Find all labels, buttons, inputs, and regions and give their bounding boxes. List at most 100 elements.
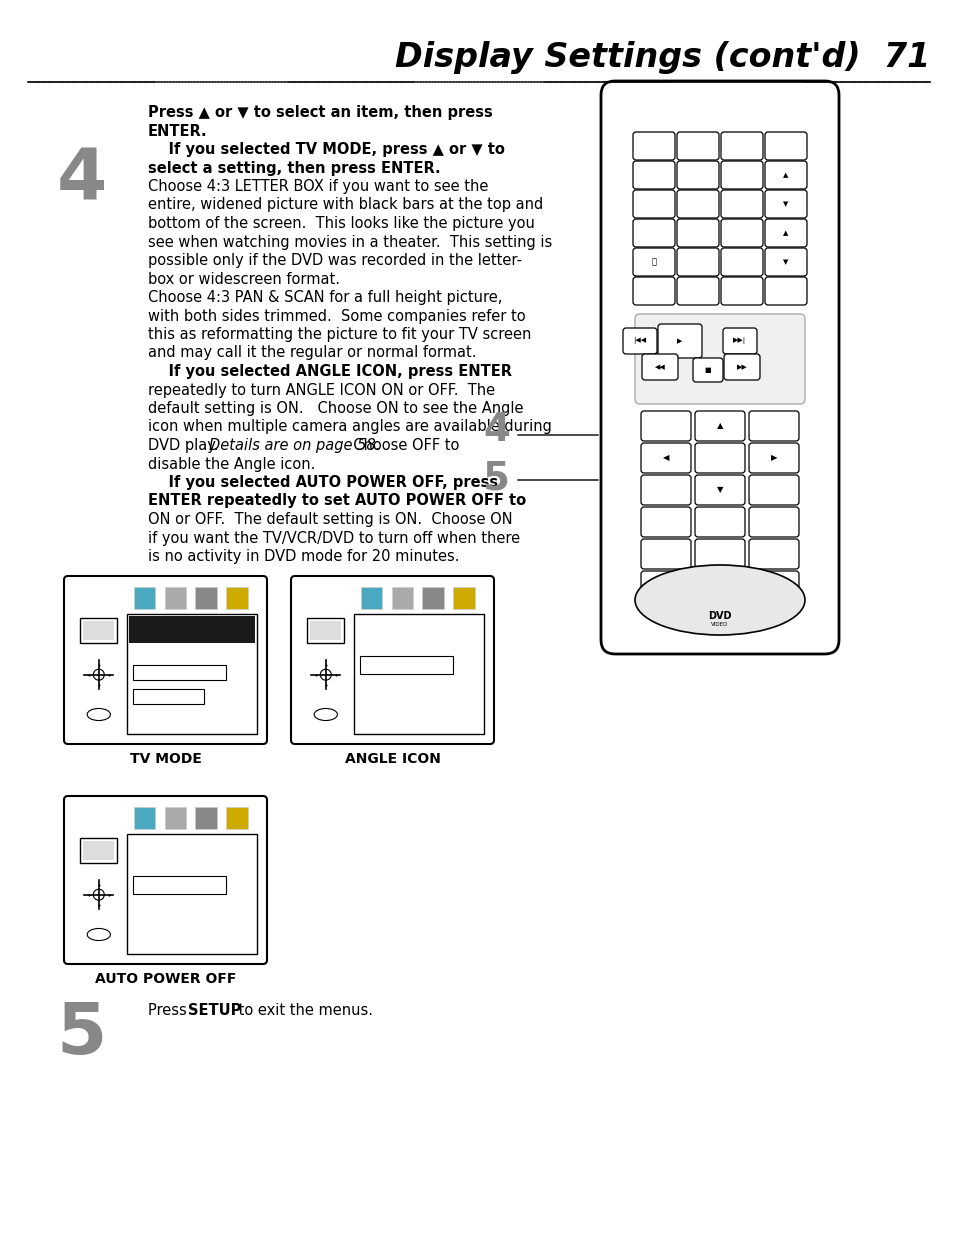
Text: select a setting, then press ENTER.: select a setting, then press ENTER. (148, 161, 440, 175)
Text: ▼: ▼ (716, 485, 722, 494)
Text: repeatedly to turn ANGLE ICON ON or OFF.  The: repeatedly to turn ANGLE ICON ON or OFF.… (148, 383, 495, 398)
FancyBboxPatch shape (764, 161, 806, 189)
FancyBboxPatch shape (695, 443, 744, 473)
FancyBboxPatch shape (633, 190, 675, 219)
FancyBboxPatch shape (720, 161, 762, 189)
FancyBboxPatch shape (633, 219, 675, 247)
Text: If you selected ANGLE ICON, press ENTER: If you selected ANGLE ICON, press ENTER (148, 364, 512, 379)
FancyBboxPatch shape (722, 329, 757, 354)
FancyBboxPatch shape (291, 576, 494, 743)
FancyBboxPatch shape (748, 475, 799, 505)
Bar (127, 835, 256, 953)
Text: ON or OFF.  The default setting is ON.  Choose ON: ON or OFF. The default setting is ON. Ch… (148, 513, 512, 527)
Text: ANGLE ICON: ANGLE ICON (344, 752, 440, 766)
Bar (195, 808, 216, 829)
FancyBboxPatch shape (600, 82, 838, 655)
Bar (80, 839, 117, 862)
Text: DVD: DVD (707, 611, 731, 621)
Text: Press ▲ or ▼ to select an item, then press: Press ▲ or ▼ to select an item, then pre… (148, 105, 493, 120)
Bar (165, 588, 186, 609)
Text: Display Settings (cont'd)  71: Display Settings (cont'd) 71 (395, 42, 929, 74)
Text: 5: 5 (482, 459, 510, 496)
FancyBboxPatch shape (622, 329, 657, 354)
Text: If you selected AUTO POWER OFF, press: If you selected AUTO POWER OFF, press (148, 475, 497, 490)
Text: DVD play.: DVD play. (148, 438, 223, 453)
Bar (133, 588, 155, 609)
Bar (359, 656, 453, 674)
FancyBboxPatch shape (695, 571, 744, 601)
Bar (354, 614, 483, 734)
Text: Details are on page 58.: Details are on page 58. (209, 438, 380, 453)
FancyBboxPatch shape (640, 411, 690, 441)
Bar (310, 621, 341, 640)
Bar (80, 619, 117, 642)
FancyBboxPatch shape (64, 797, 267, 965)
FancyBboxPatch shape (748, 571, 799, 601)
FancyBboxPatch shape (720, 190, 762, 219)
FancyBboxPatch shape (720, 277, 762, 305)
Bar (132, 689, 204, 704)
Bar (453, 588, 475, 609)
Text: see when watching movies in a theater.  This setting is: see when watching movies in a theater. T… (148, 235, 552, 249)
Text: ⏸: ⏸ (651, 258, 656, 267)
Text: to exit the menus.: to exit the menus. (233, 1003, 373, 1018)
Text: ◀: ◀ (662, 453, 669, 462)
Text: Press: Press (148, 1003, 192, 1018)
Text: ◀◀: ◀◀ (654, 364, 664, 370)
Bar (307, 619, 344, 642)
FancyBboxPatch shape (695, 538, 744, 569)
Bar (226, 588, 248, 609)
Ellipse shape (635, 564, 804, 635)
FancyBboxPatch shape (677, 277, 719, 305)
Text: 4: 4 (57, 144, 107, 214)
Circle shape (93, 889, 104, 900)
FancyBboxPatch shape (677, 248, 719, 275)
Text: ▶: ▶ (677, 338, 682, 345)
FancyBboxPatch shape (641, 354, 678, 380)
FancyBboxPatch shape (748, 508, 799, 537)
Text: this as reformatting the picture to fit your TV screen: this as reformatting the picture to fit … (148, 327, 531, 342)
Text: SETUP: SETUP (188, 1003, 241, 1018)
FancyBboxPatch shape (720, 132, 762, 161)
Text: ▶▶: ▶▶ (736, 364, 746, 370)
FancyBboxPatch shape (764, 190, 806, 219)
FancyBboxPatch shape (695, 411, 744, 441)
FancyBboxPatch shape (633, 277, 675, 305)
Text: possible only if the DVD was recorded in the letter-: possible only if the DVD was recorded in… (148, 253, 521, 268)
FancyBboxPatch shape (677, 190, 719, 219)
FancyBboxPatch shape (748, 411, 799, 441)
Text: ENTER repeatedly to set AUTO POWER OFF to: ENTER repeatedly to set AUTO POWER OFF t… (148, 494, 525, 509)
Bar (132, 877, 226, 894)
Text: ■: ■ (704, 367, 711, 373)
FancyBboxPatch shape (633, 161, 675, 189)
Text: ▼: ▼ (782, 201, 788, 207)
FancyBboxPatch shape (748, 443, 799, 473)
Text: is no activity in DVD mode for 20 minutes.: is no activity in DVD mode for 20 minute… (148, 550, 459, 564)
Bar (422, 588, 443, 609)
Bar (127, 614, 256, 734)
Text: and may call it the regular or normal format.: and may call it the regular or normal fo… (148, 346, 476, 361)
Text: 5: 5 (57, 1000, 107, 1070)
FancyBboxPatch shape (723, 354, 760, 380)
FancyBboxPatch shape (635, 314, 804, 404)
Bar (83, 841, 114, 860)
FancyBboxPatch shape (640, 508, 690, 537)
FancyBboxPatch shape (764, 277, 806, 305)
FancyBboxPatch shape (764, 219, 806, 247)
FancyBboxPatch shape (640, 443, 690, 473)
FancyBboxPatch shape (695, 508, 744, 537)
FancyBboxPatch shape (633, 248, 675, 275)
Ellipse shape (314, 709, 337, 720)
Bar (391, 588, 413, 609)
FancyBboxPatch shape (720, 248, 762, 275)
Bar (165, 808, 186, 829)
FancyBboxPatch shape (640, 538, 690, 569)
Text: ▶▶|: ▶▶| (733, 337, 746, 345)
Text: TV MODE: TV MODE (130, 752, 201, 766)
Text: ▲: ▲ (782, 230, 788, 236)
FancyBboxPatch shape (640, 475, 690, 505)
FancyBboxPatch shape (677, 219, 719, 247)
Bar (129, 616, 254, 642)
Ellipse shape (87, 929, 111, 941)
Text: ▶: ▶ (770, 453, 777, 462)
